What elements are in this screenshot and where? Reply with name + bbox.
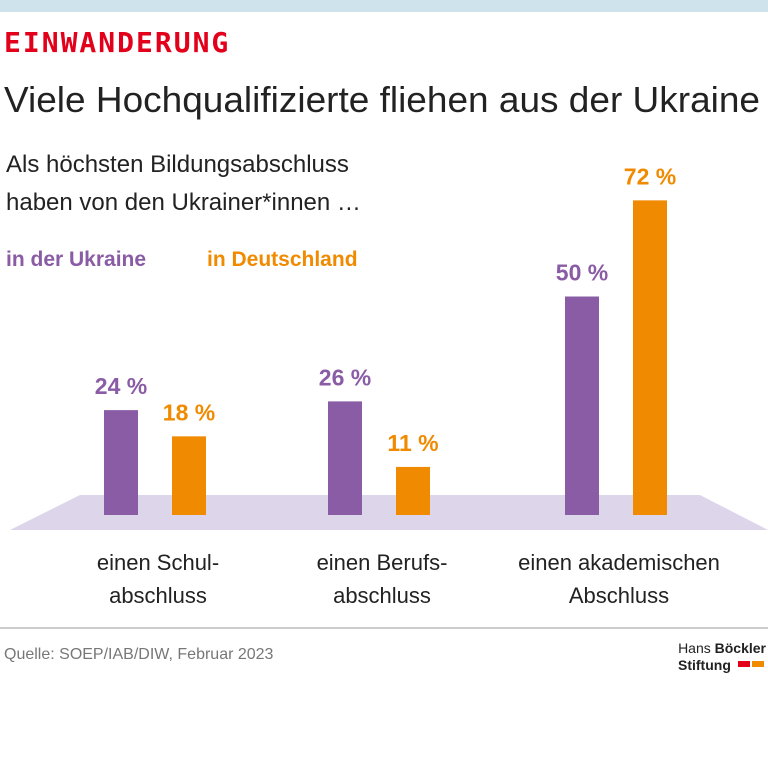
x-tick-label: einen Berufs- abschluss (316, 550, 448, 608)
bar (104, 410, 138, 515)
value-label: 26 % (319, 364, 371, 390)
kicker: EINWANDERUNG (4, 26, 230, 59)
value-label: 24 % (95, 373, 147, 399)
source: Quelle: SOEP/IAB/DIW, Februar 2023 (4, 646, 274, 663)
subtitle: haben von den Ukrainer*innen … (6, 189, 361, 216)
logo: Hans Böckler (678, 640, 766, 656)
legend-label: in der Ukraine (6, 248, 146, 271)
logo-text: Böckler (715, 640, 767, 656)
value-label: 11 % (387, 430, 438, 456)
value-label: 50 % (556, 260, 608, 286)
logo: Stiftung (678, 657, 731, 673)
bar (633, 200, 667, 516)
x-tick-label: einen akademischen Abschluss (518, 550, 720, 608)
subtitle: Als höchsten Bildungsabschluss (6, 151, 349, 178)
value-label: 18 % (163, 399, 215, 425)
top-band (0, 0, 768, 12)
chart-title: Viele Hochqualifizierte fliehen aus der … (4, 79, 760, 120)
logo-text: Hans (678, 640, 711, 656)
bar (565, 296, 599, 515)
logo-mark (752, 661, 764, 667)
bar (172, 436, 206, 515)
bar (396, 466, 430, 515)
x-tick-label: einen Schul- abschluss (96, 550, 220, 608)
logo-mark (738, 661, 750, 667)
value-label: 72 % (624, 163, 676, 189)
legend-label: in Deutschland (207, 248, 358, 271)
bar (328, 401, 362, 515)
